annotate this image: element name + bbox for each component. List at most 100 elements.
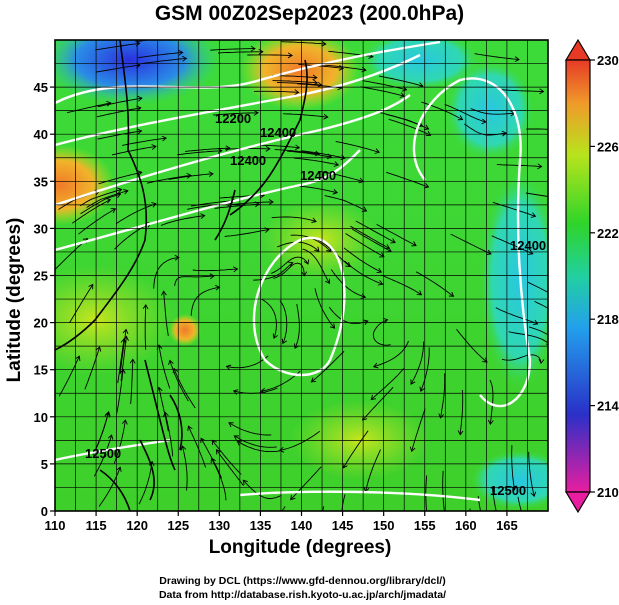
streamline-arrow [168,359,174,366]
streamline-arrow [161,290,167,296]
streamline [528,326,548,336]
streamline-arrow [236,440,243,446]
y-axis-label: Latitude (degrees) [4,217,25,383]
y-tick-label: 15 [34,363,48,378]
x-tick-label: 120 [126,518,148,533]
streamline [372,319,391,346]
streamline-arrow [294,89,300,95]
coastline [214,189,236,241]
streamline-arrow [321,40,327,47]
coastline [169,394,183,451]
streamline [160,215,205,226]
streamline [210,48,255,51]
streamline-arrow [329,323,336,329]
y-tick-label: 40 [34,127,48,142]
streamline [97,130,142,140]
streamline [271,216,317,223]
colorbar-tick-label: 214 [597,399,619,414]
x-tick-label: 145 [332,518,354,533]
geopotential-contour [252,236,346,377]
y-tick-label: 35 [34,174,48,189]
streamline [279,300,288,344]
contour-label: 12400 [510,238,546,253]
streamline [345,233,385,258]
streamline [234,435,277,448]
streamline [213,112,259,116]
streamline [321,64,366,71]
streamline-arrow [121,419,128,425]
streamline [287,150,332,158]
streamline [525,192,548,197]
contour-label: 12400 [260,125,296,140]
streamline [283,113,328,118]
x-tick-label: 130 [208,518,230,533]
streamline-arrow [417,121,424,128]
streamline-arrow [326,153,333,160]
streamline-arrow [325,278,330,285]
streamline [261,298,277,339]
streamline [517,496,522,511]
streamline-arrow [88,283,94,290]
streamline [410,341,424,385]
streamline [335,141,380,153]
streamline-arrow [178,34,182,39]
x-tick-label: 150 [373,518,395,533]
streamline [421,101,463,120]
streamline-arrow [314,246,320,252]
streamline-arrow [482,357,488,363]
colorbar-tick-label: 218 [597,312,619,327]
streamline-arrow [250,45,256,52]
streamline [459,389,464,435]
streamline [261,370,301,392]
streamline [379,75,423,87]
streamline-arrow [265,145,271,152]
streamline [386,171,429,188]
streamline-arrow [177,33,181,38]
streamline [365,449,381,492]
streamline [352,228,392,252]
streamline-arrow [107,434,114,440]
streamline [111,145,156,156]
colorbar-tick-label: 230 [597,53,619,68]
y-tick-label: 25 [34,269,48,284]
streamline-arrow [486,249,492,255]
streamline-arrow [303,259,310,265]
coastline [144,359,176,471]
streamline-arrow [288,261,294,267]
streamline-arrow [122,328,129,335]
streamline-arrow [106,100,112,107]
streamline-arrow [538,358,545,365]
streamline [79,188,122,207]
colorbar-tick-label: 222 [597,226,619,241]
streamline-arrow [161,135,168,142]
streamline [192,268,238,272]
streamline-arrow [539,88,545,95]
streamline-arrow [448,291,455,297]
streamline [138,51,183,59]
streamline [450,233,492,255]
streamline-arrow [423,183,430,189]
streamline [350,225,390,249]
geopotential-contour [55,438,171,462]
streamline [163,291,169,336]
streamline-arrow [210,457,216,464]
streamline [501,354,542,364]
streamline [342,430,369,469]
contour-labels: 12200 12400 12400 12400 12400 12500 12500 [85,111,546,498]
streamline [491,235,533,255]
streamline [242,479,282,499]
streamline [158,387,169,432]
streamline-arrow [481,118,487,125]
streamline [508,331,548,344]
streamline-arrow [384,244,391,250]
streamline [80,193,121,215]
streamline [498,88,544,92]
streamline [120,336,127,382]
streamline-arrow [514,56,520,63]
streamline [141,57,187,65]
streamline-arrow [363,319,369,325]
streamline [528,451,535,497]
streamline-arrow [530,212,537,218]
streamline-arrow [332,188,339,195]
y-tick-label: 45 [34,80,48,95]
